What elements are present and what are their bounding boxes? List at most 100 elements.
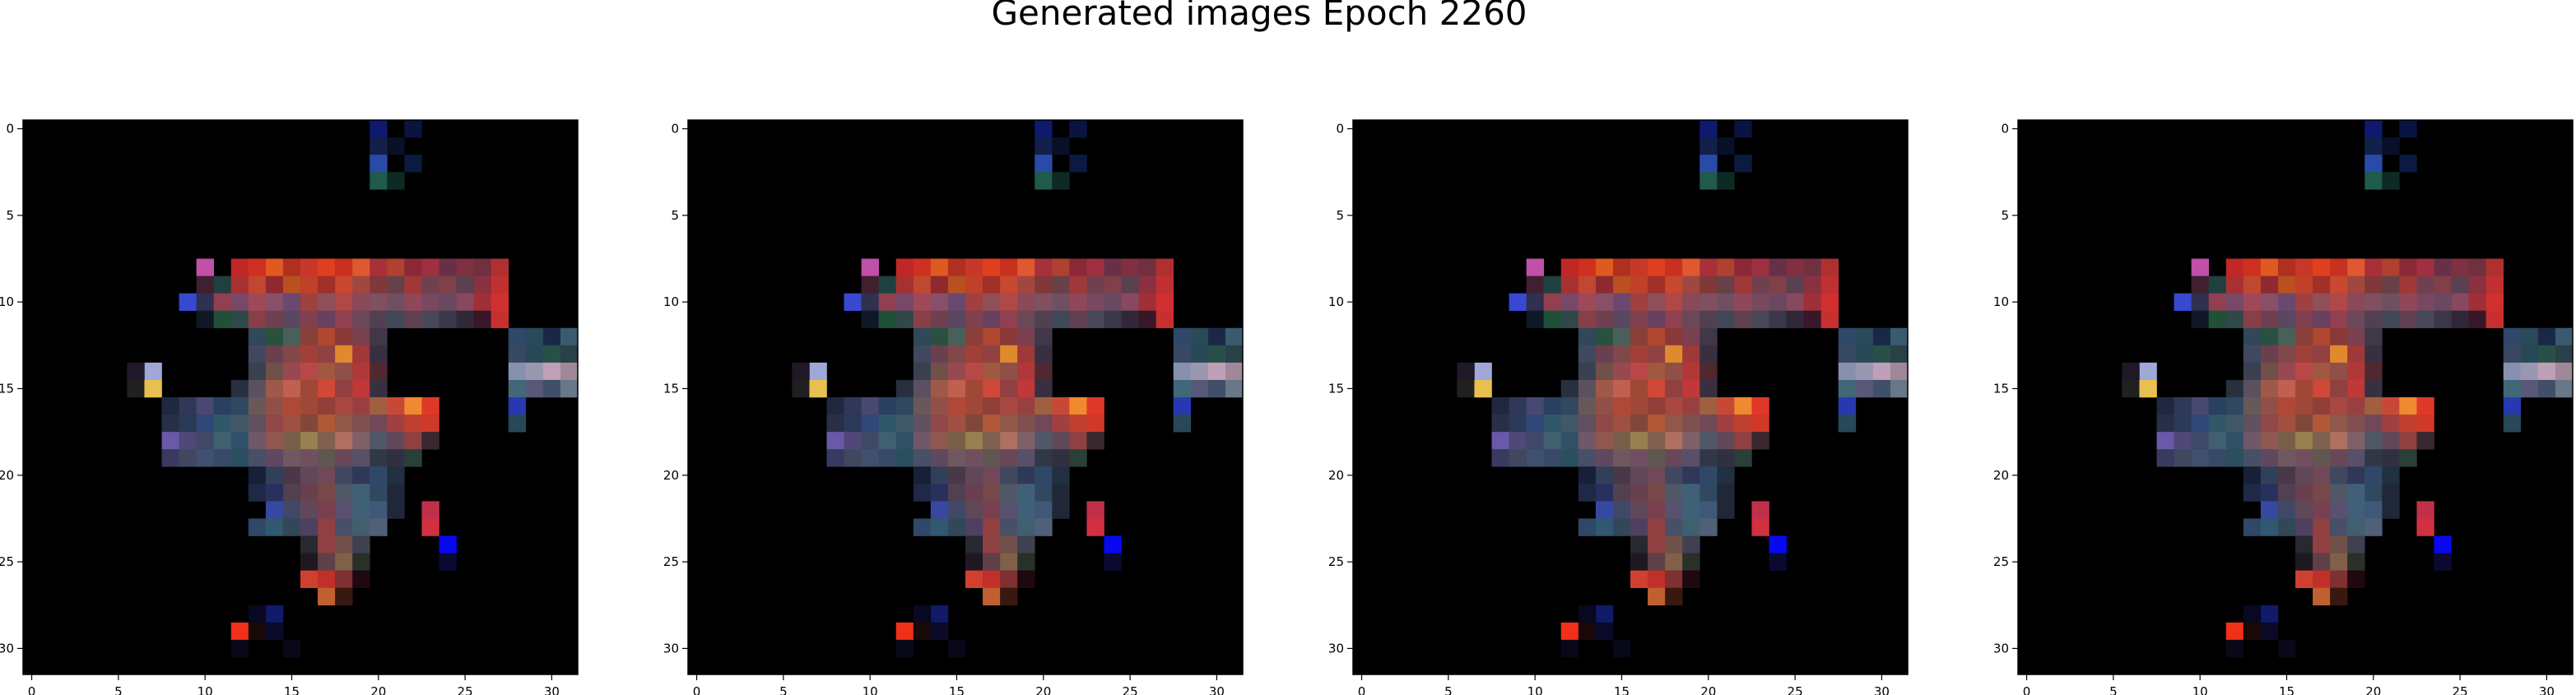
- image-pixel: [335, 379, 353, 398]
- image-pixel: [1612, 639, 1631, 658]
- image-pixel: [2260, 293, 2279, 311]
- image-pixel: [196, 293, 214, 311]
- image-pixel: [1630, 432, 1648, 450]
- image-pixel: [2313, 415, 2331, 433]
- image-pixel: [947, 639, 966, 658]
- image-pixel: [265, 605, 284, 623]
- image-pixel: [1086, 293, 1104, 311]
- image-pixel: [196, 397, 214, 415]
- image-pixel: [913, 622, 932, 641]
- image-pixel: [161, 415, 179, 433]
- image-pixel: [265, 622, 284, 641]
- image-pixel: [2555, 362, 2574, 381]
- image-pixel: [1526, 397, 1544, 415]
- image-pixel: [1173, 415, 1192, 433]
- image-pixel: [2364, 362, 2383, 381]
- image-pixel: [456, 310, 474, 329]
- image-pixel: [265, 276, 284, 294]
- image-pixel: [1682, 449, 1700, 467]
- image-pixel: [2364, 172, 2383, 190]
- image-pixel: [248, 484, 267, 502]
- image-pixel: [352, 432, 370, 450]
- image-pixel: [2364, 310, 2383, 329]
- image-pixel: [2347, 258, 2365, 276]
- image-pixel: [1630, 293, 1648, 311]
- image-pixel: [2382, 258, 2400, 276]
- image-pixel: [318, 415, 336, 433]
- image-pixel: [2277, 449, 2296, 467]
- image-pixel: [1872, 327, 1891, 346]
- image-pixel: [2243, 415, 2262, 433]
- image-pixel: [196, 432, 214, 450]
- image-pixel: [387, 137, 405, 155]
- image-pixel: [2277, 397, 2296, 415]
- image-pixel: [1190, 327, 1209, 346]
- image-pixel: [983, 362, 1001, 381]
- image-pixel: [161, 397, 179, 415]
- image-pixel: [1682, 258, 1700, 276]
- image-pixel: [1578, 276, 1597, 294]
- image-pixel: [1595, 466, 1614, 484]
- image-pixel: [1560, 415, 1579, 433]
- y-tick-label: 25: [1328, 554, 1344, 569]
- x-tick-label: 0: [28, 684, 36, 695]
- image-pixel: [2416, 501, 2434, 519]
- image-pixel: [404, 310, 422, 329]
- image-pixel: [2313, 293, 2331, 311]
- y-tick-label: 20: [1993, 468, 2009, 483]
- image-pixel: [370, 137, 388, 155]
- image-pixel: [2347, 466, 2365, 484]
- x-tick-label: 0: [2023, 684, 2031, 695]
- image-pixel: [1630, 415, 1648, 433]
- image-pixel: [2277, 345, 2296, 364]
- image-pixel: [913, 518, 932, 536]
- image-pixel: [2347, 327, 2365, 346]
- image-pixel: [2382, 449, 2400, 467]
- image-pixel: [2468, 310, 2486, 329]
- image-pixel: [861, 293, 879, 311]
- y-tick-label: 30: [1328, 641, 1344, 656]
- image-pixel: [1612, 345, 1631, 364]
- image-pixel: [300, 345, 319, 364]
- image-pixel: [1803, 310, 1821, 329]
- image-pixel: [2382, 276, 2400, 294]
- image-pixel: [965, 327, 983, 346]
- image-pixel: [947, 276, 966, 294]
- image-pixel: [826, 415, 844, 433]
- image-pixel: [2330, 362, 2348, 381]
- image-pixel: [1786, 310, 1804, 329]
- image-pixel: [2295, 276, 2313, 294]
- image-pixel: [1000, 362, 1018, 381]
- image-pixel: [421, 397, 439, 415]
- image-pixel: [861, 415, 879, 433]
- image-pixel: [2399, 120, 2417, 138]
- image-pixel: [1648, 397, 1666, 415]
- image-pixel: [370, 415, 388, 433]
- image-pixel: [230, 639, 249, 658]
- image-pixel: [1052, 172, 1070, 190]
- image-pixel: [2260, 258, 2279, 276]
- image-pixel: [1560, 639, 1579, 658]
- image-pixel: [2347, 432, 2365, 450]
- image-pixel: [2330, 397, 2348, 415]
- image-pixel: [421, 276, 439, 294]
- image-pixel: [1769, 535, 1787, 554]
- image-pixel: [2156, 449, 2174, 467]
- image-pixel: [1682, 415, 1700, 433]
- image-pixel: [2364, 137, 2383, 155]
- image-pixel: [1700, 518, 1718, 536]
- image-pixel: [1052, 466, 1070, 484]
- image-pixel: [2364, 293, 2383, 311]
- x-tick-label: 30: [544, 684, 560, 695]
- image-pixel: [1069, 415, 1087, 433]
- axes-frame: [1352, 119, 1909, 675]
- image-pixel: [1717, 449, 1735, 467]
- image-pixel: [1734, 432, 1752, 450]
- image-pixel: [1751, 293, 1769, 311]
- image-pixel: [318, 466, 336, 484]
- image-pixel: [1086, 276, 1104, 294]
- image-pixel: [1648, 293, 1666, 311]
- image-pixel: [370, 518, 388, 536]
- image-pixel: [525, 379, 544, 398]
- image-pixel: [1543, 415, 1562, 433]
